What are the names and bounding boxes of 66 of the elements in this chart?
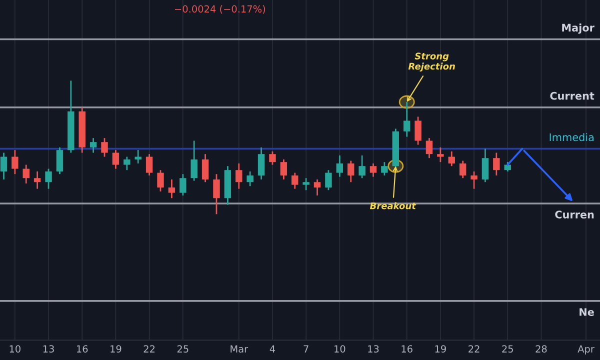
candlestick [370, 162, 377, 178]
candlestick [381, 161, 388, 176]
candlestick [448, 150, 455, 167]
candlestick [180, 173, 186, 196]
candlestick [236, 162, 242, 190]
candlestick [437, 146, 444, 163]
candlestick [347, 160, 354, 183]
candlestick [157, 169, 164, 192]
candlestick [213, 173, 220, 215]
x-tick-label: Apr [578, 345, 594, 354]
candlestick [459, 160, 466, 179]
ref-line-label: Major [562, 24, 594, 34]
candlestick [190, 140, 198, 182]
candlestick [325, 169, 332, 191]
candlestick [258, 146, 265, 180]
x-tick-label: 25 [177, 345, 188, 353]
candlestick [90, 137, 97, 154]
x-tick-label: 16 [402, 345, 412, 353]
candlestick [12, 149, 18, 175]
x-tick-label: 4 [270, 345, 276, 352]
candlestick [45, 168, 52, 190]
x-tick-label: 10 [334, 345, 346, 353]
annotation: Breakout [370, 202, 416, 210]
x-tick-label: 28 [536, 345, 547, 353]
candlestick [34, 170, 41, 190]
candlestick [112, 149, 120, 170]
x-tick-label: 25 [502, 345, 513, 353]
candlestick [358, 154, 366, 179]
ref-line-label: Immedia [550, 133, 594, 142]
x-tick-label: 19 [435, 345, 446, 353]
candlestick [482, 148, 489, 183]
annotation: Strong Rejection [408, 52, 455, 72]
candlestick [426, 137, 433, 159]
candlestick [168, 178, 176, 199]
ref-line-label: Curren [555, 210, 594, 218]
ref-line-label: Current [550, 92, 594, 100]
x-tick-label: 10 [10, 345, 20, 353]
candlestick [246, 170, 254, 187]
candlestick [146, 153, 153, 176]
candlestick [124, 156, 130, 171]
x-tick-label: 22 [468, 345, 480, 352]
x-tick-label: 19 [110, 345, 122, 353]
candlestick [314, 178, 321, 196]
x-tick-label: 16 [76, 345, 88, 353]
candlestick [336, 154, 344, 178]
candlestick [22, 164, 30, 184]
candlestick [403, 101, 410, 138]
x-tick-label: 22 [144, 345, 155, 352]
candlestick [414, 116, 422, 146]
candlestick [134, 149, 142, 164]
x-tick-label: Mar [230, 345, 248, 353]
candlestick [269, 150, 276, 166]
text: −0.0024 (−0.17%) [175, 5, 266, 14]
candlestick [56, 146, 64, 175]
candlestick [292, 172, 298, 190]
x-tick-label: 13 [368, 345, 379, 353]
candlestick [493, 152, 500, 176]
candlestick [280, 158, 288, 180]
ref-line-label: Ne [580, 308, 594, 316]
candlestick [202, 153, 209, 183]
candlestick [101, 137, 108, 158]
candlestick [470, 170, 478, 190]
candlestick [0, 152, 8, 180]
candlestick [302, 177, 310, 191]
x-tick-label: 7 [304, 345, 308, 352]
x-tick-label: 13 [43, 345, 54, 353]
